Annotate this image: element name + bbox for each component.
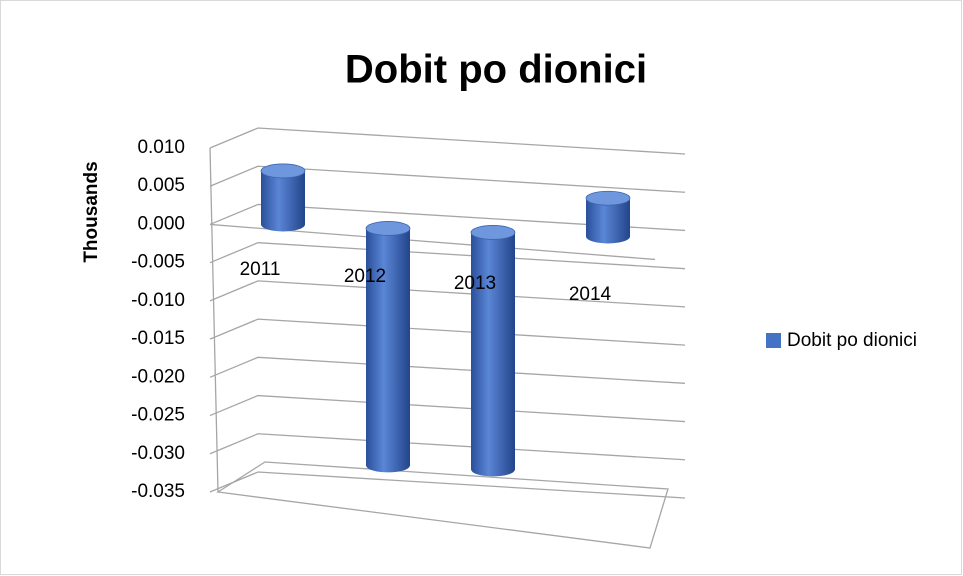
x-tick-label: 2012 [344,266,386,287]
grid-line [209,433,686,461]
grid-line [209,356,686,384]
bar [471,232,515,477]
x-tick-label: 2011 [240,259,281,280]
y-tick-label: 0.000 [137,213,185,234]
grid-line [209,471,686,499]
grid-line [209,394,686,423]
y-tick-label: -0.015 [131,328,185,349]
bar [261,170,305,232]
bar-top [365,221,411,236]
grid-line [209,280,686,308]
x-tick-label: 2014 [569,284,612,305]
axis-line [209,147,219,493]
y-tick-label: -0.005 [131,252,185,273]
chart-title: Dobit po dionici [345,48,647,92]
y-tick-label: -0.025 [131,405,185,426]
grid-line [209,165,686,193]
grid-line [209,203,686,232]
y-tick-label: -0.020 [131,366,185,387]
grid-line [209,127,686,155]
y-tick-label: 0.010 [137,137,185,158]
y-axis-label: Thousands [81,161,102,262]
bar [366,228,410,473]
bar [586,198,630,244]
bar-top [260,163,306,179]
y-tick-label: -0.030 [131,443,185,464]
grid-line [209,318,686,346]
floor [216,461,669,549]
legend-swatch [766,333,781,348]
grid-line [209,242,686,270]
y-tick-label: -0.035 [131,481,185,502]
legend-label: Dobit po dionici [787,330,917,351]
bar-top [470,225,516,240]
x-tick-label: 2013 [454,273,496,294]
bar-top [585,190,631,206]
y-tick-label: 0.005 [137,175,185,196]
y-tick-label: -0.010 [131,290,185,311]
